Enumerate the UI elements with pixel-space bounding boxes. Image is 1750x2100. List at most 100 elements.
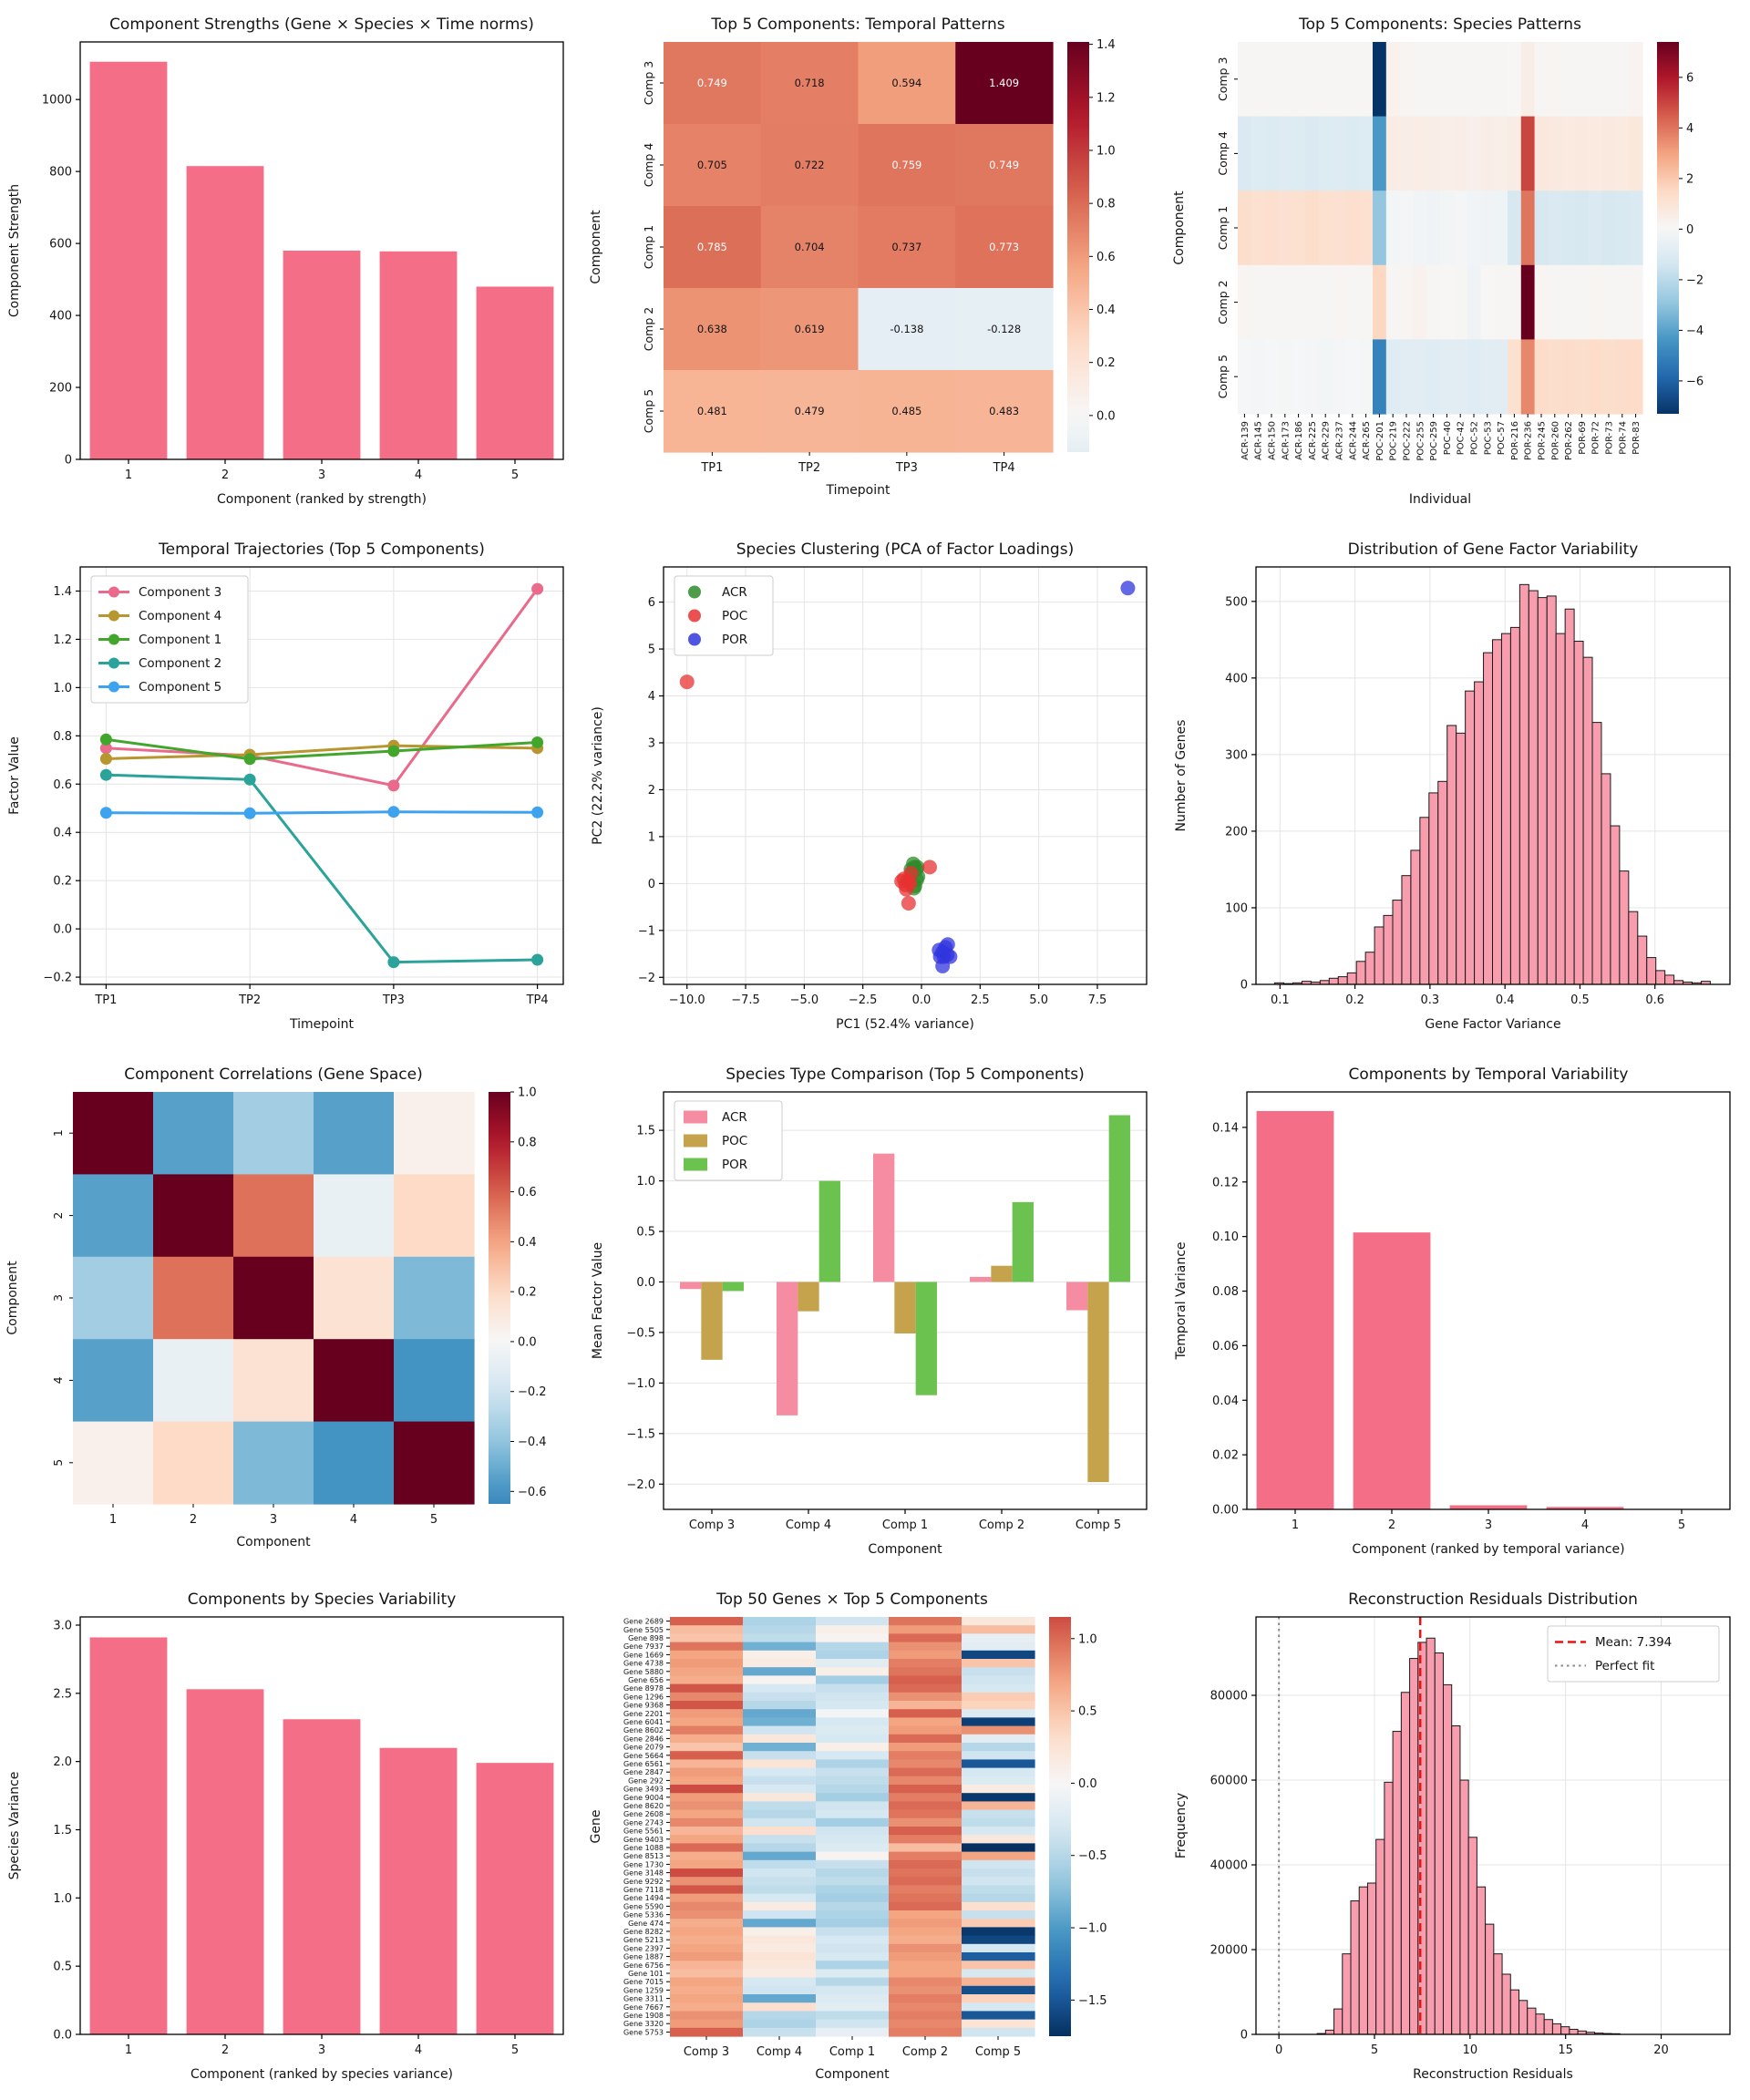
- hist-bar: [1664, 974, 1675, 985]
- y-tick-label: Gene 474: [628, 1920, 664, 1928]
- heatmap-cell: [670, 1985, 744, 1995]
- legend-label: POC: [722, 1134, 747, 1148]
- heatmap-cell: [1413, 42, 1427, 118]
- heatmap-cell: [889, 1751, 962, 1760]
- heatmap-cell: [1601, 190, 1616, 266]
- y-tick-label: Gene 656: [628, 1676, 664, 1684]
- y-axis-label: Number of Genes: [1174, 720, 1189, 832]
- heatmap-cell: [743, 1793, 817, 1802]
- x-tick-label: 0.3: [1421, 993, 1440, 1007]
- hist-bar: [1358, 1886, 1368, 2035]
- heatmap-cell: [816, 1969, 890, 1979]
- cell-annotation: 0.718: [795, 77, 825, 89]
- colorbar-tick-label: 0.8: [518, 1136, 537, 1149]
- y-tick-label: 0.14: [1212, 1121, 1239, 1135]
- heatmap-cell: [394, 1339, 475, 1423]
- heatmap-cell: [1292, 339, 1306, 415]
- heatmap-cell: [816, 1751, 890, 1760]
- heatmap-cell: [1453, 116, 1468, 191]
- heatmap-cell: [955, 370, 1054, 453]
- hist-bar: [1474, 681, 1485, 985]
- heatmap-cell: [1615, 264, 1630, 340]
- heatmap-cell: [1373, 339, 1387, 415]
- y-tick-label: Comp 1: [642, 225, 655, 269]
- heatmap-cell: [955, 206, 1054, 289]
- line-Component 3: [106, 588, 539, 788]
- heatmap-cell: [889, 1650, 962, 1660]
- colorbar-tick-label: 0.6: [518, 1186, 537, 1199]
- panel-title: Components by Species Variability: [188, 1590, 457, 1609]
- heatmap-cell: [1305, 116, 1320, 191]
- heatmap-cell: [743, 1743, 817, 1752]
- y-tick-label: 0.2: [53, 875, 72, 889]
- marker: [387, 806, 400, 818]
- x-tick-label: 2: [190, 1513, 197, 1527]
- y-tick-label: Comp 4: [1216, 131, 1230, 175]
- x-tick-label: POC-219: [1389, 421, 1399, 461]
- hist-bar: [1619, 870, 1630, 985]
- heatmap-cell: [889, 1943, 962, 1953]
- panel-title: Top 5 Components: Temporal Patterns: [710, 15, 1004, 34]
- heatmap-cell: [1278, 190, 1292, 266]
- heatmap-cell: [670, 1835, 744, 1844]
- cell-annotation: 0.619: [795, 323, 825, 335]
- x-tick-label: 3: [270, 1513, 277, 1527]
- heatmap-cell: [1332, 116, 1346, 191]
- marker: [243, 807, 256, 819]
- heatmap-cell: [962, 2002, 1035, 2012]
- y-tick-label: 0: [648, 878, 655, 891]
- heatmap-cell: [743, 1901, 817, 1911]
- line-Component 5: [106, 810, 538, 815]
- heatmap-cell: [1413, 190, 1427, 266]
- heatmap-cell: [962, 1675, 1035, 1685]
- y-tick-label: 1.0: [636, 1175, 655, 1189]
- x-tick-label: ACR-150: [1268, 421, 1278, 460]
- x-tick-label: 5: [1678, 1518, 1685, 1532]
- heatmap-cell: [1345, 264, 1360, 340]
- heatmap-cell: [394, 1421, 475, 1505]
- heatmap-cell: [670, 1885, 744, 1895]
- hist-bar: [1476, 1886, 1487, 2035]
- heatmap-cell: [670, 1683, 744, 1693]
- heatmap-cell: [1399, 42, 1414, 118]
- heatmap-cell: [1440, 339, 1455, 415]
- heatmap-cell: [1561, 339, 1576, 415]
- heatmap-cell: [1426, 264, 1441, 340]
- hist-bar: [1518, 2000, 1529, 2035]
- y-tick-label: 0.10: [1212, 1230, 1239, 1244]
- y-tick-label: Gene 1887: [623, 1953, 664, 1961]
- heatmap-cell: [743, 2027, 817, 2037]
- heatmap-cell: [1251, 116, 1266, 191]
- heatmap-cell: [670, 1927, 744, 1937]
- heatmap-cell: [962, 1935, 1035, 1945]
- colorbar-tick-label: −6: [1686, 375, 1704, 388]
- heatmap-cell: [889, 1701, 962, 1710]
- heatmap-cell: [314, 1339, 395, 1423]
- bar-POC-Comp 3: [701, 1282, 723, 1360]
- x-tick-label: POR-83: [1632, 421, 1642, 455]
- x-axis-label: Component: [815, 2067, 890, 2082]
- heatmap-cell: [962, 1885, 1035, 1895]
- heatmap-cell: [670, 1767, 744, 1777]
- scatter-point-POR: [940, 937, 955, 952]
- heatmap-cell: [816, 1835, 890, 1844]
- hist-bar: [1528, 590, 1539, 985]
- colorbar-tick-label: 1.2: [1096, 91, 1116, 105]
- y-tick-label: Gene 2847: [623, 1768, 664, 1776]
- heatmap-cell: [816, 1767, 890, 1777]
- heatmap-cell: [670, 1701, 744, 1710]
- heatmap-cell: [1305, 190, 1320, 266]
- y-tick-label: Gene 2846: [623, 1735, 664, 1743]
- y-tick-label: 1.0: [53, 682, 72, 695]
- heatmap-cell: [1494, 42, 1508, 118]
- panel-title: Species Clustering (PCA of Factor Loadin…: [736, 540, 1074, 559]
- y-tick-label: 1.5: [53, 1824, 72, 1838]
- heatmap-cell: [670, 1633, 744, 1643]
- x-tick-label: 5: [1371, 2043, 1378, 2057]
- y-tick-label: Gene 2743: [623, 1818, 664, 1827]
- heatmap-cell: [670, 1793, 744, 1802]
- marker: [531, 582, 544, 595]
- heatmap-cell: [743, 1961, 817, 1970]
- y-tick-label: Gene 5336: [623, 1911, 664, 1920]
- x-tick-label: POC-201: [1375, 421, 1385, 461]
